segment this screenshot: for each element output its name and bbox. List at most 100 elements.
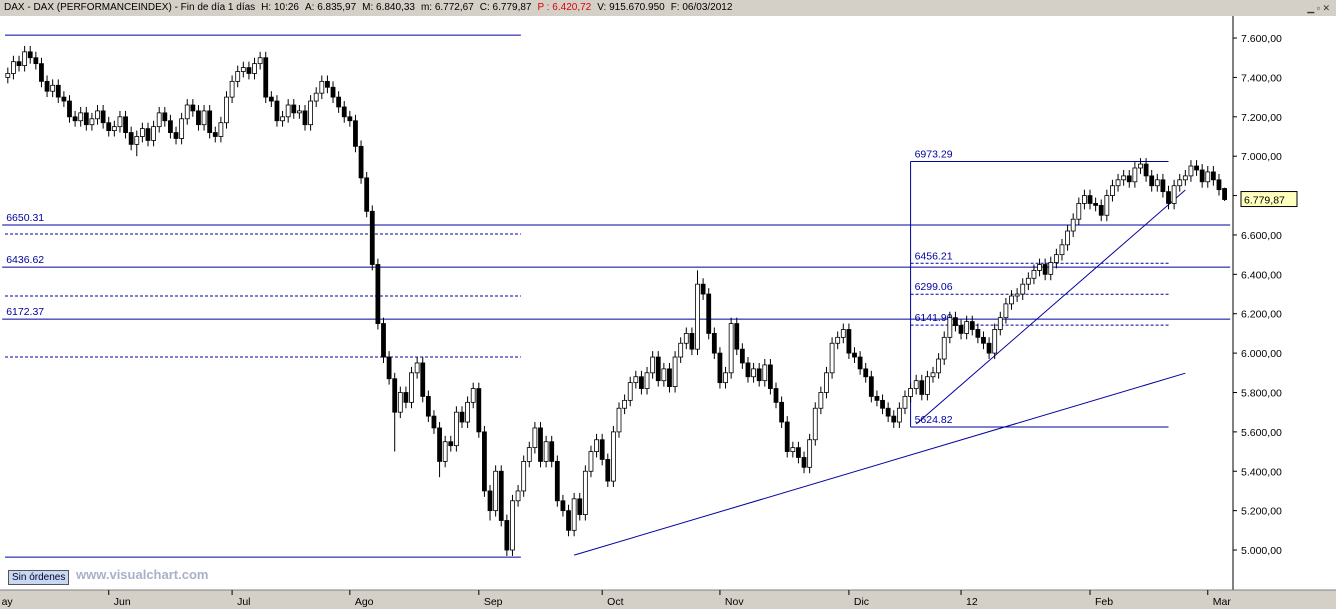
candle-body [981, 336, 986, 344]
candle-body [16, 61, 22, 67]
candle-body [1098, 205, 1104, 216]
candle-body [162, 112, 168, 122]
candle-body [566, 510, 571, 531]
candle-body [577, 498, 583, 515]
candle-body [431, 415, 437, 429]
candle-body [835, 336, 841, 344]
candle-body [95, 110, 100, 120]
candle-body [1065, 230, 1070, 246]
level-label: 6141.90 [915, 312, 953, 324]
candle-body [896, 407, 902, 423]
y-tick-label: 5.800,00 [1241, 387, 1282, 399]
orders-button[interactable]: Sin órdenes [8, 570, 70, 585]
candle-body [375, 264, 381, 324]
candle-body [650, 356, 656, 374]
y-tick-label: 6.600,00 [1241, 230, 1282, 242]
candle-body [392, 378, 398, 413]
x-tick-label: Sep [484, 596, 503, 608]
candle-body [695, 283, 700, 350]
y-tick-label: 7.400,00 [1241, 72, 1282, 84]
candle-body [83, 112, 89, 126]
watermark: www.visualchart.com [76, 567, 209, 582]
candle-body [964, 321, 970, 334]
candle-body [734, 323, 740, 350]
candle-body [958, 325, 964, 334]
y-tick-label: 6.200,00 [1241, 309, 1282, 321]
candle-body [1166, 191, 1171, 204]
x-tick-label: Ago [355, 596, 374, 608]
candle-body [263, 57, 269, 98]
candle-body [683, 333, 689, 344]
y-tick-label: 5.000,00 [1241, 545, 1282, 557]
candle-body [756, 368, 762, 382]
candle-body [459, 411, 465, 423]
candle-body [1020, 283, 1026, 295]
candle-body [762, 364, 768, 382]
candle-body [594, 439, 599, 452]
candle-body [874, 396, 880, 401]
x-tick-label: Oct [607, 596, 623, 608]
candle-body [61, 96, 67, 102]
last-price-box [1240, 191, 1298, 208]
candle-body [128, 132, 134, 145]
candle-body [616, 407, 622, 433]
candle-body [639, 376, 644, 389]
candle-body [235, 71, 241, 82]
candle-body [1177, 179, 1183, 187]
candle-body [1053, 254, 1059, 263]
candle-body [751, 368, 756, 378]
candle-body [773, 388, 779, 403]
window-icons[interactable]: ▁ ▫ ✕ [1307, 3, 1330, 13]
candle-body [790, 447, 796, 452]
candle-body [184, 104, 190, 120]
candle-body [1171, 185, 1177, 204]
candle-body [369, 210, 375, 265]
level-label: 6456.21 [915, 250, 953, 262]
candle-body [767, 364, 773, 389]
candle-body [403, 392, 409, 403]
candle-body [1132, 167, 1138, 183]
candle-body [274, 100, 280, 122]
candle-body [386, 356, 392, 380]
candle-body [319, 80, 325, 94]
candle-body [1031, 270, 1037, 279]
header-item: H: 10:26 [261, 2, 299, 13]
candle-body [627, 382, 633, 401]
candle-body [100, 110, 106, 124]
candle-body [1014, 293, 1020, 297]
candle-body [1154, 179, 1160, 187]
candle-body [846, 329, 852, 354]
candle-body [27, 51, 33, 59]
candle-body [515, 490, 521, 502]
candle-body [1082, 195, 1087, 204]
candle-body [420, 362, 426, 397]
y-tick-label: 6.400,00 [1241, 269, 1282, 281]
candle-body [510, 500, 515, 551]
candle-body [218, 122, 224, 137]
candle-body [571, 498, 577, 531]
candle-body [857, 356, 863, 370]
candle-body [1182, 175, 1188, 181]
plot-bg [0, 16, 1233, 590]
candle-body [442, 441, 448, 462]
candle-body [880, 399, 885, 409]
candle-body [902, 396, 908, 409]
candle-body [50, 84, 56, 92]
candle-body [190, 104, 196, 112]
candle-body [1199, 169, 1205, 183]
candle-body [1037, 264, 1042, 271]
candle-body [610, 431, 616, 482]
level-label: 6973.29 [915, 148, 953, 160]
candle-body [207, 110, 213, 133]
candle-body [605, 459, 611, 482]
candle-body [55, 84, 61, 98]
candle-body [448, 441, 454, 447]
y-tick-label: 5.600,00 [1241, 427, 1282, 439]
candle-body [425, 396, 431, 417]
y-tick-label: 7.200,00 [1241, 112, 1282, 124]
candle-body [313, 92, 319, 102]
header-item: m: 6.772,67 [420, 2, 474, 13]
axis-bg [1233, 16, 1336, 590]
candle-body [1160, 179, 1166, 193]
candle-body [560, 500, 566, 512]
